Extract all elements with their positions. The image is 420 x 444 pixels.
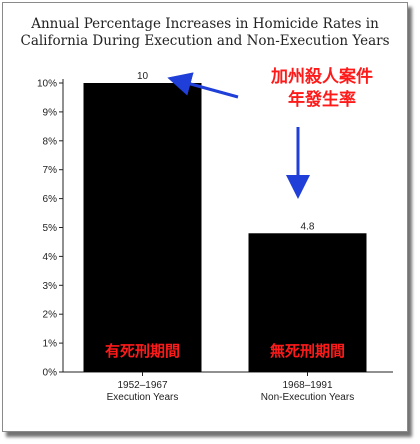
data-label: 4.8 xyxy=(301,221,315,232)
y-tick-label: 5% xyxy=(43,223,58,234)
y-tick-label: 10% xyxy=(37,79,57,90)
y-tick-label: 7% xyxy=(43,165,58,176)
chart-title-line-1: Annual Percentage Increases in Homicide … xyxy=(31,16,379,32)
bar-layer xyxy=(83,83,367,372)
y-tick-label: 2% xyxy=(43,310,58,321)
note-annotation: 加州殺人案件 xyxy=(270,66,373,87)
bar-annotation: 無死刑期間 xyxy=(270,342,345,360)
y-tick-label: 0% xyxy=(43,368,58,379)
axis-layer: 0% 1% 2% 3% 4% 5% 6% 7% 8% 9% 10% xyxy=(37,79,393,379)
x-tick-label: 1968–1991 xyxy=(282,380,332,391)
chart-title: Annual Percentage Increases in Homicide … xyxy=(3,16,407,50)
y-tick-label: 6% xyxy=(43,194,58,205)
bar xyxy=(248,233,367,372)
chart-title-line-2: California During Execution and Non-Exec… xyxy=(20,33,390,49)
bar xyxy=(83,83,202,372)
data-label: 10 xyxy=(137,71,149,82)
arrow-to-bar-1 xyxy=(167,72,239,99)
y-tick-label: 3% xyxy=(43,281,58,292)
y-tick-label: 9% xyxy=(43,107,58,118)
y-tick-label: 1% xyxy=(43,339,58,350)
x-tick-label: Non-Execution Years xyxy=(261,392,354,403)
chart-frame: Annual Percentage Increases in Homicide … xyxy=(2,2,408,432)
bar-annotation: 有死刑期間 xyxy=(105,342,180,360)
y-tick-label: 8% xyxy=(43,136,58,147)
x-tick-label: Execution Years xyxy=(107,392,179,403)
x-tick-label: 1952–1967 xyxy=(117,380,167,391)
note-annotation: 年發生率 xyxy=(288,89,356,110)
y-tick-label: 4% xyxy=(43,252,58,263)
